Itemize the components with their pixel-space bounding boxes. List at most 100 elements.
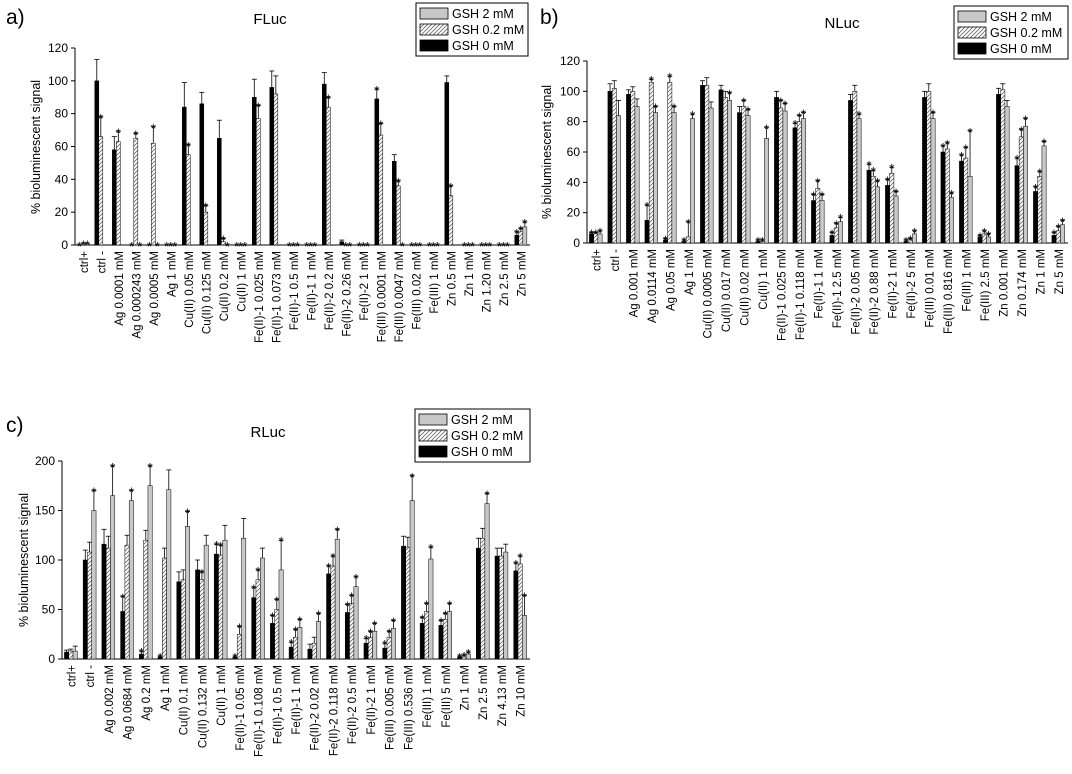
- x-tick-label-c: Fe(III) 5 mM: [441, 665, 453, 728]
- bar-c-14-s1: [330, 565, 336, 660]
- bar-b-2-s1: [630, 91, 636, 244]
- bar-c-20-s2: [438, 625, 444, 660]
- bar-b-20-s1: [963, 157, 969, 244]
- y-tick-label-b: 40: [567, 175, 581, 189]
- bar-c-2-s2: [101, 543, 107, 660]
- significance-star-c: *: [158, 650, 163, 665]
- significance-star-a: *: [256, 99, 261, 114]
- legend-c-swatch-gsh0: [418, 445, 448, 458]
- bar-a-17-s1: [378, 134, 384, 246]
- significance-star-b: *: [756, 234, 761, 249]
- x-tick-label-c: Zn 2.5 mM: [478, 665, 490, 720]
- bar-b-3-s0: [653, 112, 658, 244]
- bar-c-5-s0: [166, 489, 172, 660]
- significance-star-c: *: [279, 534, 284, 549]
- significance-star-b: *: [653, 101, 658, 116]
- bar-a-2-s1: [116, 141, 121, 246]
- significance-star-c: *: [148, 460, 153, 475]
- significance-star-b: *: [815, 175, 820, 190]
- significance-star-a: *: [400, 239, 405, 254]
- bar-c-13-s0: [316, 621, 321, 660]
- significance-star-a: *: [448, 180, 453, 195]
- bar-a-10-s1: [256, 118, 261, 246]
- significance-star-a: *: [409, 239, 414, 254]
- bar-b-23-s1: [1018, 136, 1024, 244]
- bar-c-23-s2: [494, 555, 500, 660]
- significance-star-c: *: [345, 599, 350, 614]
- bar-c-12-s0: [297, 627, 303, 660]
- x-tick-label-c: Fe(II)-2 0.118 mM: [328, 665, 340, 756]
- significance-star-a: *: [514, 226, 519, 241]
- chart-a-ylabel: % bioluminescent signal: [29, 80, 43, 214]
- bar-a-11-s2: [269, 87, 275, 246]
- significance-star-c: *: [349, 590, 354, 605]
- x-tick-label-a: Ag 0.0005 mM: [149, 251, 161, 326]
- bar-c-1-s0: [91, 510, 97, 660]
- significance-star-a: *: [155, 239, 160, 254]
- y-tick-label-c: 100: [35, 553, 55, 567]
- bar-b-16-s2: [885, 185, 890, 244]
- significance-star-b: *: [760, 234, 765, 249]
- x-tick-label-a: Zn 0.5 mM: [446, 251, 458, 306]
- legend-b-gsh02: GSH 0.2 mM: [990, 26, 1062, 40]
- significance-star-c: *: [289, 636, 294, 651]
- chart-panel-c: c) RLuc % bioluminescent signal 0 50 100 15…: [6, 408, 531, 757]
- bar-c-23-s1: [499, 555, 504, 660]
- bar-b-8-s1: [741, 106, 747, 244]
- x-tick-label-a: Ag 0.000243 mM: [131, 251, 143, 339]
- chart-b-title: NLuc: [824, 15, 860, 32]
- significance-star-c: *: [335, 523, 340, 538]
- significance-star-a: *: [133, 127, 138, 142]
- x-tick-label-b: Ag 0.001 mM: [628, 249, 640, 317]
- significance-star-a: *: [497, 239, 502, 254]
- significance-star-a: *: [505, 239, 510, 254]
- significance-star-c: *: [251, 582, 256, 597]
- bar-b-15-s2: [866, 169, 872, 244]
- x-tick-label-c: Fe(III) 0.005 mM: [385, 665, 397, 750]
- significance-star-a: *: [378, 118, 383, 133]
- significance-star-c: *: [330, 550, 335, 565]
- significance-star-c: *: [420, 611, 425, 626]
- bar-a-10-s2: [252, 97, 257, 246]
- x-tick-label-c: Ag 1 mM: [160, 665, 172, 711]
- chart-c-legend: GSH 2 mM GSH 0.2 mM GSH 0 mM: [414, 408, 531, 463]
- bar-c-13-s1: [311, 642, 317, 660]
- bar-c-22-s0: [484, 503, 490, 660]
- x-tick-label-b: Zn 0.174 mM: [1017, 249, 1029, 317]
- bar-c-11-s1: [274, 609, 280, 660]
- significance-star-b: *: [593, 226, 598, 241]
- panel-b-letter: b): [540, 6, 559, 29]
- significance-star-a: *: [291, 239, 296, 254]
- legend-c-swatch-gsh2: [418, 413, 448, 426]
- bar-c-12-s1: [293, 636, 298, 660]
- bar-a-21-s1: [448, 195, 454, 246]
- bar-b-22-s0: [1004, 106, 1010, 244]
- significance-star-b: *: [778, 94, 783, 109]
- panel-a-letter: a): [6, 6, 25, 29]
- bar-b-10-s0: [782, 110, 788, 244]
- x-tick-label-a: Zn 1.20 mM: [481, 251, 493, 312]
- bar-c-19-s2: [419, 623, 425, 660]
- bar-a-21-s2: [444, 82, 450, 246]
- y-tick-label-a: 60: [55, 140, 69, 154]
- significance-star-b: *: [867, 158, 872, 173]
- bar-c-8-s0: [222, 539, 228, 660]
- x-tick-label-a: Zn 2.5 mM: [499, 251, 511, 306]
- significance-star-b: *: [904, 234, 909, 249]
- x-tick-label-a: Fe(II)-1 0.073 mM: [271, 251, 283, 343]
- significance-star-b: *: [1019, 123, 1024, 138]
- chart-c-title: RLuc: [250, 424, 286, 441]
- bar-a-7-s2: [199, 103, 205, 246]
- y-tick-label-a: 120: [48, 41, 68, 55]
- significance-star-b: *: [783, 97, 788, 112]
- significance-star-c: *: [410, 470, 415, 485]
- bar-b-1-s2: [607, 91, 613, 244]
- bar-b-7-s1: [722, 97, 728, 244]
- x-tick-label-a: Cu(II) 0.2 mM: [219, 251, 231, 321]
- x-tick-label-b: Ag 1 mM: [684, 249, 696, 295]
- bar-b-22-s2: [996, 94, 1001, 244]
- bar-c-15-s0: [353, 586, 359, 660]
